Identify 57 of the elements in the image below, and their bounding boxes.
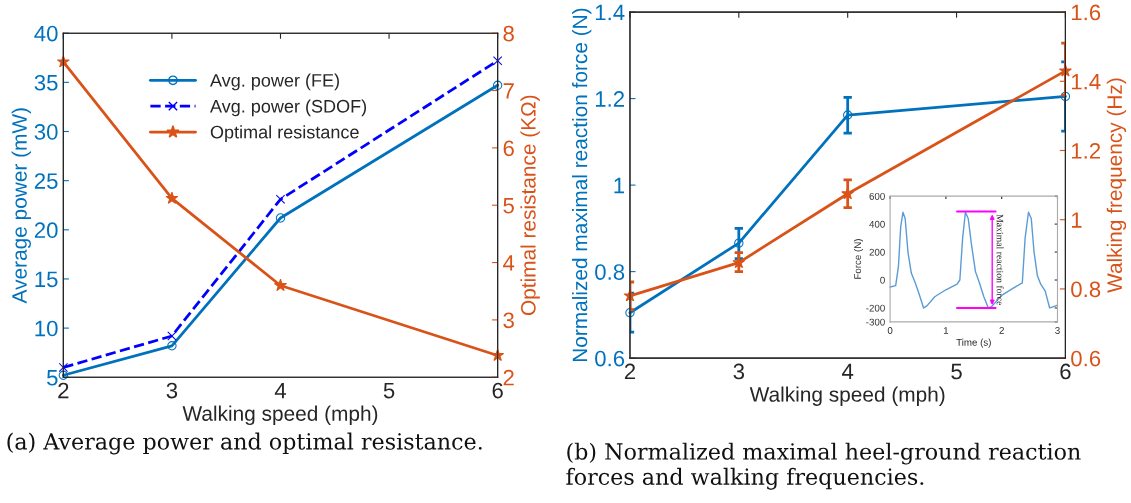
y-tick-label: 1.2 [595, 91, 624, 107]
x-tick-label: 2 [58, 382, 69, 399]
y-axis-title: Force (N) [853, 239, 863, 279]
x-tick-label: 4 [274, 382, 287, 399]
y-tick-label: 35 [34, 74, 58, 91]
y-tick-label: 600 [869, 192, 885, 200]
annotation: Maximal reaction force [996, 214, 1004, 306]
y-tick-label: 0.8 [595, 264, 625, 280]
y2-tick-label: 1.6 [1071, 4, 1101, 21]
legend-label: Avg. power (FE) [210, 73, 339, 91]
y-tick-label: 20 [34, 222, 58, 239]
x-axis-title: Time (s) [956, 338, 991, 348]
legend-label: Optimal resistance [210, 125, 359, 143]
y2-tick-label: 0.8 [1071, 281, 1101, 298]
y-tick-label: 200 [869, 248, 885, 256]
legend-label: Avg. power (SDOF) [210, 99, 367, 117]
y2-tick-label: 4 [503, 255, 515, 271]
y2-tick-label: 1.4 [1071, 74, 1101, 90]
y-tick-label: 25 [34, 173, 58, 189]
text: (b) Normalized maximal heel-ground reaction forces and walking frequencies. [566, 442, 1081, 490]
x-tick-label: 4 [842, 363, 854, 380]
x-tick-label: 6 [1060, 363, 1071, 380]
x-tick-label: 6 [492, 382, 503, 399]
x-tick-label: 1 [943, 327, 949, 334]
x-tick-label: 5 [951, 363, 962, 380]
y2-tick-label: 6 [503, 140, 514, 157]
y-tick-label: 0 [880, 276, 885, 284]
x-tick-label: 2 [999, 327, 1004, 334]
x-tick-label: 3 [733, 363, 745, 380]
x-axis-title: Walking speed (mph) [749, 386, 945, 406]
y2-tick-label: 7 [503, 83, 514, 99]
y2-tick-label: 5 [503, 197, 514, 214]
y2-tick-label: 8 [503, 25, 514, 42]
y-tick-label: -200 [866, 304, 885, 312]
y2-tick-label: 0.6 [1071, 350, 1101, 367]
y-tick-label: 30 [34, 124, 58, 140]
x-tick-label: 5 [383, 382, 395, 399]
y2-tick-label: 1 [1071, 212, 1082, 228]
y-tick-label: 40 [34, 25, 58, 42]
x-tick-label: 2 [624, 363, 636, 380]
y-tick-label: 0.6 [595, 350, 625, 367]
y2-tick-label: 1.2 [1071, 143, 1101, 159]
y-tick-label: 15 [35, 271, 58, 288]
y-tick-label: 1 [614, 177, 625, 194]
y-tick-label: -300 [866, 318, 885, 326]
x-tick-label: 3 [1055, 327, 1060, 334]
y2-axis-title: Walking frequency (Hz) [1106, 78, 1127, 293]
y-tick-label: 1.4 [595, 4, 625, 21]
y2-axis-title: Optimal resistance (KΩ) [520, 95, 540, 316]
x-tick-label: 0 [887, 327, 893, 334]
x-tick-label: 3 [166, 382, 178, 399]
y-tick-label: 400 [869, 220, 885, 228]
text: (a) Average power and optimal resistance. [7, 432, 482, 455]
y-tick-label: 10 [35, 320, 58, 337]
x-axis-title: Walking speed (mph) [182, 405, 378, 426]
y-axis-title: Average power (mW) [11, 108, 31, 304]
y-axis-title: Normalized maximal reaction force (N) [572, 8, 592, 362]
